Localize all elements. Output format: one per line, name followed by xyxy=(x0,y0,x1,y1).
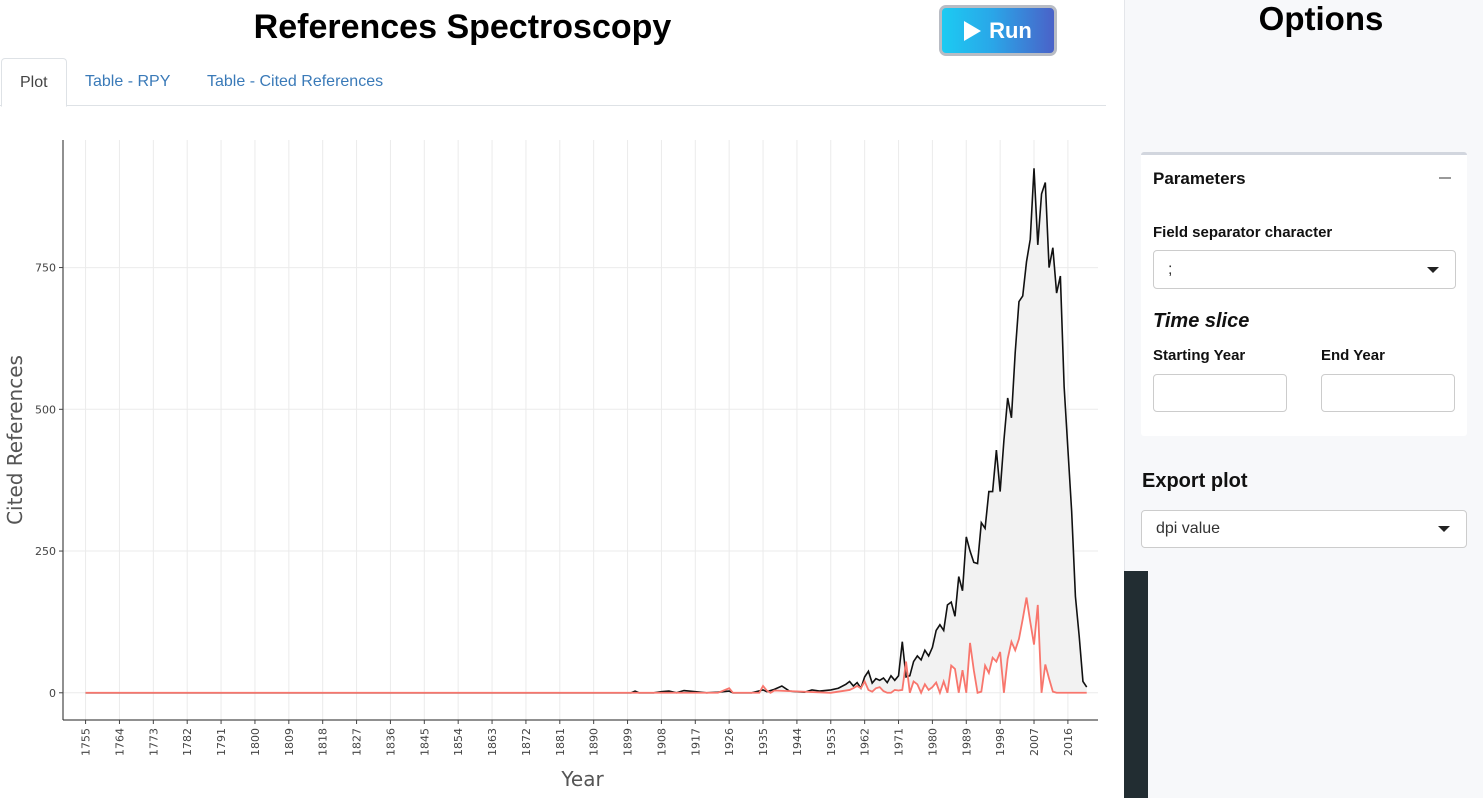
parameters-header: Parameters xyxy=(1153,169,1246,188)
chevron-down-icon xyxy=(1427,266,1439,273)
end-year-input[interactable] xyxy=(1321,374,1455,412)
field-separator-value: ; xyxy=(1168,260,1173,278)
x-tick-label: 1917 xyxy=(689,728,702,756)
x-tick-label: 1935 xyxy=(757,728,770,756)
x-tick-label: 1872 xyxy=(520,728,533,756)
tab-table-rpy[interactable]: Table - RPY xyxy=(85,73,171,90)
x-tick-label: 1908 xyxy=(655,728,668,756)
sidebar-toggle-strip xyxy=(1124,571,1148,798)
y-tick-label: 250 xyxy=(35,545,56,558)
x-tick-label: 1971 xyxy=(893,728,906,756)
area-fill xyxy=(85,168,1087,693)
export-plot-heading: Export plot xyxy=(1142,470,1248,492)
main-panel: References Spectroscopy Run Plot Table -… xyxy=(0,5,1106,791)
x-tick-label: 1944 xyxy=(791,728,804,756)
dpi-value: dpi value xyxy=(1156,520,1221,537)
x-tick-label: 1890 xyxy=(588,728,601,756)
x-tick-label: 1998 xyxy=(994,728,1007,756)
deviation-line xyxy=(85,597,1087,696)
tab-bar: Plot Table - RPY Table - Cited Reference… xyxy=(0,58,1106,107)
y-axis-title: Cited References xyxy=(3,355,27,525)
x-tick-label: 1980 xyxy=(926,728,939,756)
run-button[interactable]: Run xyxy=(939,5,1057,56)
x-tick-label: 2016 xyxy=(1062,728,1075,756)
x-tick-label: 1818 xyxy=(317,728,330,756)
x-tick-label: 1755 xyxy=(80,728,93,756)
x-tick-label: 1881 xyxy=(554,728,567,756)
x-tick-label: 1953 xyxy=(825,728,838,756)
sidebar-title: Options xyxy=(1258,0,1384,37)
run-button-label: Run xyxy=(989,17,1032,43)
field-separator-select[interactable]: ; xyxy=(1153,250,1456,289)
x-tick-label: 1800 xyxy=(249,728,262,756)
x-tick-label: 1782 xyxy=(181,728,194,756)
x-tick-label: 1764 xyxy=(113,728,126,756)
spectroscopy-chart: 0 250 500 750 1755 1764 1773 1782 1791 1800 1809 18… xyxy=(3,140,1098,791)
tab-table-cited-references[interactable]: Table - Cited References xyxy=(207,73,384,90)
x-tick-label: 1989 xyxy=(960,728,973,756)
field-separator-label: Field separator character xyxy=(1153,224,1333,241)
play-icon xyxy=(964,20,982,41)
x-tick-label: 1863 xyxy=(486,728,499,756)
x-tick-label: 1899 xyxy=(622,728,635,756)
dpi-select[interactable]: dpi value xyxy=(1141,510,1467,548)
x-tick-label: 2007 xyxy=(1028,728,1041,756)
parameters-box: Parameters Field separator character ; T… xyxy=(1141,152,1467,436)
end-year-label: End Year xyxy=(1321,347,1385,364)
x-axis-title: Year xyxy=(560,767,604,791)
y-tick-label: 500 xyxy=(35,403,56,416)
tab-plot[interactable]: Plot xyxy=(1,58,67,107)
chevron-down-icon xyxy=(1438,526,1450,532)
x-tick-label: 1854 xyxy=(452,728,465,756)
collapse-icon[interactable] xyxy=(1439,177,1451,179)
x-tick-label: 1845 xyxy=(418,728,431,756)
x-tick-label: 1836 xyxy=(384,728,397,756)
x-tick-label: 1827 xyxy=(351,728,364,756)
time-slice-heading: Time slice xyxy=(1153,310,1250,332)
x-tick-label: 1773 xyxy=(147,728,160,756)
x-tick-label: 1791 xyxy=(215,728,228,756)
x-tick-label: 1962 xyxy=(859,728,872,756)
x-tick-label: 1926 xyxy=(723,728,736,756)
y-tick-label: 0 xyxy=(49,687,56,700)
page-title: References Spectroscopy xyxy=(253,8,672,46)
x-tick-label: 1809 xyxy=(283,728,296,756)
starting-year-input[interactable] xyxy=(1153,374,1287,412)
starting-year-label: Starting Year xyxy=(1153,347,1246,364)
total-citations-line xyxy=(85,168,1088,694)
y-tick-label: 750 xyxy=(35,262,56,275)
